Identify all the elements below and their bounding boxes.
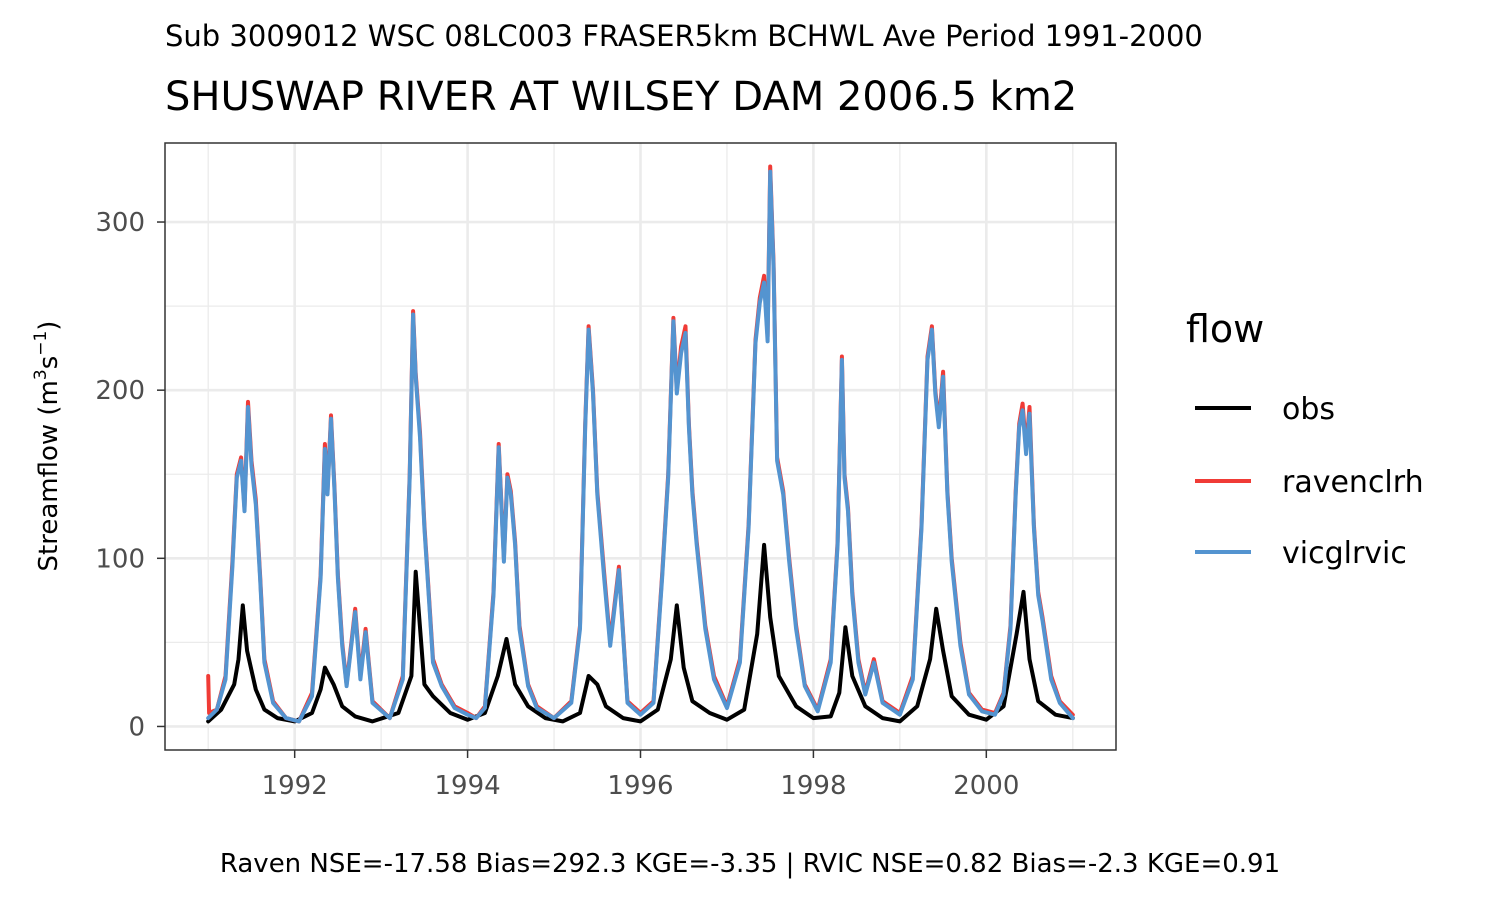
legend-label-ravenclrh: ravenclrh [1282, 465, 1424, 500]
legend-item-obs: obs [1195, 392, 1335, 427]
series-line-vicglrvic [206, 169, 1075, 724]
y-axis-title-sup2: −1 [31, 331, 51, 356]
series-line-obs [206, 542, 1075, 724]
x-tick-label: 1992 [262, 771, 328, 801]
legend-label-vicglrvic: vicglrvic [1282, 536, 1407, 571]
x-tick-label: 1994 [435, 771, 501, 801]
y-tick-label: 100 [95, 544, 145, 574]
series-lines [206, 164, 1075, 724]
legend-item-ravenclrh: ravenclrh [1195, 465, 1424, 500]
y-axis-title: Streamflow (m3s−1) [31, 321, 64, 572]
legend-title: flow [1186, 307, 1264, 351]
legend-item-vicglrvic: vicglrvic [1195, 536, 1407, 571]
legend-label-obs: obs [1282, 392, 1335, 427]
fit-statistics-caption: Raven NSE=-17.58 Bias=292.3 KGE=-3.35 | … [220, 849, 1280, 879]
y-tick-label: 200 [95, 376, 145, 406]
x-tick-label: 1998 [780, 771, 846, 801]
chart-title: SHUSWAP RIVER AT WILSEY DAM 2006.5 km2 [165, 74, 1077, 120]
major-gridlines [165, 143, 1116, 750]
x-axis: 1992 1994 1996 1998 2000 [262, 750, 1019, 801]
y-axis-title-end: ) [34, 321, 64, 331]
y-axis: 0 100 200 300 [95, 208, 165, 742]
y-tick-label: 0 [128, 712, 145, 742]
y-tick-label: 300 [95, 208, 145, 238]
y-axis-title-main: Streamflow (m [34, 380, 64, 571]
x-tick-label: 2000 [953, 771, 1019, 801]
y-axis-title-sup1: 3 [31, 369, 51, 380]
x-tick-label: 1996 [607, 771, 673, 801]
chart-subtitle: Sub 3009012 WSC 08LC003 FRASER5km BCHWL … [165, 19, 1203, 53]
y-axis-title-mid: s [34, 356, 64, 370]
legend: flow obs ravenclrh vicglrvic [1186, 307, 1424, 571]
